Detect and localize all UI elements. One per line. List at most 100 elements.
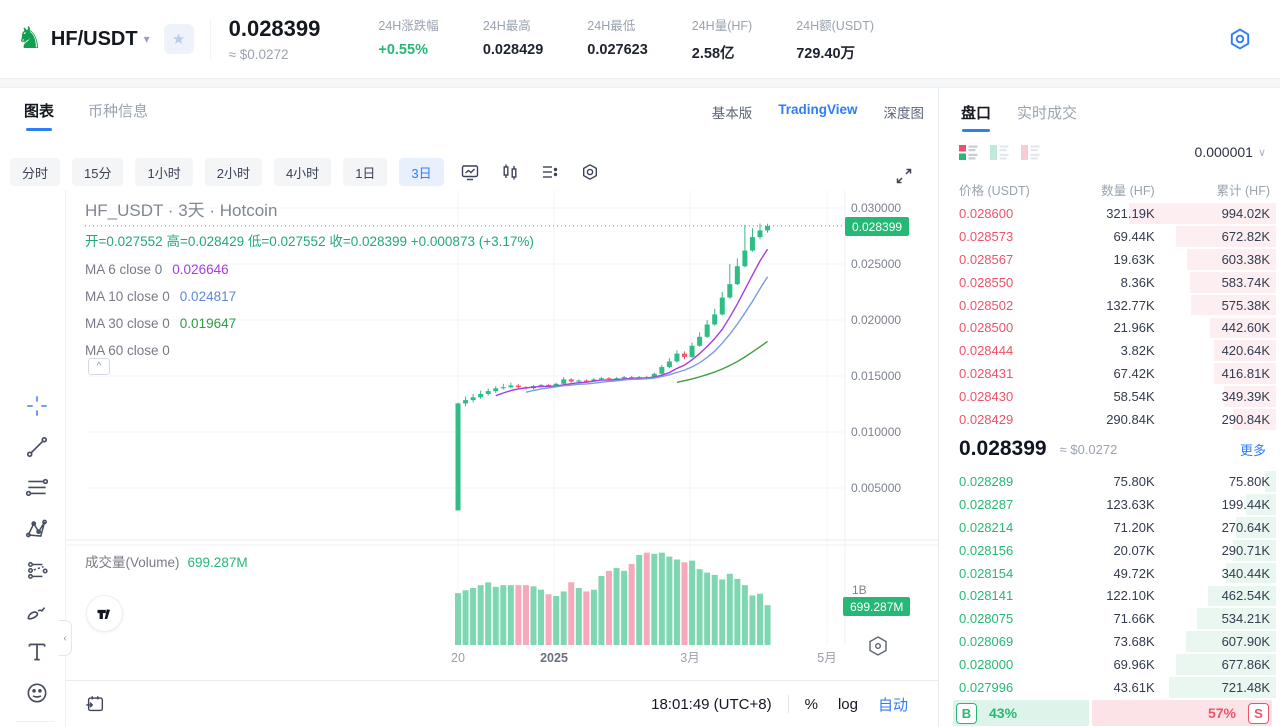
bid-row[interactable]: 0.028154 49.72K 340.44K (959, 562, 1276, 585)
more-link[interactable]: 更多 (1239, 442, 1266, 458)
text-tool-icon[interactable] (20, 635, 54, 669)
bid-row[interactable]: 0.028141 122.10K 462.54K (959, 585, 1276, 608)
bid-row[interactable]: 0.028000 69.96K 677.86K (959, 653, 1276, 676)
pair-name[interactable]: HF/USDT (50, 27, 138, 50)
timeframe-15分[interactable]: 15分 (72, 158, 124, 186)
price: 0.028289 (959, 473, 1014, 489)
view-tab-深度图[interactable]: 深度图 (883, 106, 925, 121)
bid-row[interactable]: 0.027996 43.61K 721.48K (959, 676, 1276, 699)
ask-row[interactable]: 0.028431 67.42K 416.81K (959, 362, 1276, 385)
chart-status-bar: 18:01:49 (UTC+8) % log 自动 (66, 680, 938, 727)
toolbar-divider (16, 721, 54, 722)
price-chart[interactable]: 20 2025 3月 5月 (66, 190, 938, 668)
fib-retracement-icon[interactable] (20, 471, 54, 505)
mid-price[interactable]: 0.028399 (959, 437, 1047, 460)
precision-caret-icon: ∨ (1257, 146, 1266, 159)
candlestick-style-icon[interactable] (496, 158, 524, 186)
timeframe-3日[interactable]: 3日 (399, 158, 444, 186)
bid-row[interactable]: 0.028289 75.80K 75.80K (959, 470, 1276, 493)
buy-ratio[interactable]: B 43% (953, 700, 1090, 726)
ma-label: MA 6 close 0 (85, 262, 163, 277)
pair-chevron-down-icon[interactable]: ▾ (143, 32, 150, 46)
quantity: 19.63K (1113, 251, 1155, 267)
timeframe-1日[interactable]: 1日 (343, 158, 388, 186)
xabcd-pattern-icon[interactable] (20, 512, 54, 546)
chart-settings-gear-icon[interactable] (576, 158, 604, 186)
bid-row[interactable]: 0.028069 73.68K 607.90K (959, 630, 1276, 653)
crosshair-icon[interactable] (20, 389, 54, 423)
stat-24H涨跌幅: 24H涨跌幅 +0.55% (378, 15, 438, 63)
book-view-bids-icon[interactable] (990, 144, 1009, 160)
depth-bar (1176, 225, 1276, 247)
indicators-icon[interactable] (536, 158, 564, 186)
cumulative: 416.81K (1221, 366, 1271, 382)
price: 0.028502 (959, 297, 1014, 313)
price: 0.028573 (959, 228, 1014, 244)
tab-币种信息[interactable]: 币种信息 (88, 103, 149, 120)
view-tab-基本版[interactable]: 基本版 (711, 106, 753, 121)
quantity: 58.54K (1113, 389, 1155, 405)
price: 0.027996 (959, 680, 1014, 696)
tradingview-logo[interactable] (86, 595, 123, 632)
timeframe-分时[interactable]: 分时 (10, 158, 61, 186)
log-scale-toggle[interactable]: log (837, 695, 858, 713)
book-view-both-icon[interactable] (959, 144, 978, 160)
bid-row[interactable]: 0.028214 71.20K 270.64K (959, 516, 1276, 539)
price-tick: 0.015000 (851, 369, 902, 383)
sell-badge: S (1248, 702, 1269, 724)
view-tab-TradingView[interactable]: TradingView (778, 102, 858, 117)
svg-text:5月: 5月 (817, 651, 836, 665)
go-to-date-icon[interactable] (84, 693, 106, 715)
depth-bar (1210, 317, 1276, 339)
cumulative: 672.82K (1221, 228, 1271, 244)
clock[interactable]: 18:01:49 (UTC+8) (651, 695, 772, 713)
favorite-button[interactable]: ★ (163, 24, 194, 54)
bid-row[interactable]: 0.028156 20.07K 290.71K (959, 539, 1276, 562)
ask-row[interactable]: 0.028567 19.63K 603.38K (959, 248, 1276, 271)
orderbook-tabs: 盘口 实时成交 (961, 102, 1077, 132)
ask-row[interactable]: 0.028573 69.44K 672.82K (959, 225, 1276, 248)
depth-bar (1128, 203, 1276, 224)
auto-scale-toggle[interactable]: 自动 (877, 696, 908, 714)
ask-row[interactable]: 0.028444 3.82K 420.64K (959, 339, 1276, 362)
chart-preview-icon[interactable] (456, 158, 484, 186)
brush-icon[interactable] (20, 595, 54, 629)
timeframe-1小时[interactable]: 1小时 (135, 158, 193, 186)
settings-gear-icon[interactable] (1228, 27, 1252, 51)
bid-row[interactable]: 0.028075 71.66K 534.21K (959, 607, 1276, 630)
collapse-toolbar-handle[interactable]: ‹ (59, 620, 72, 656)
tab-图表[interactable]: 图表 (24, 100, 54, 131)
ask-row[interactable]: 0.028430 58.54K 349.39K (959, 385, 1276, 408)
ma-label: MA 30 close 0 (85, 316, 170, 331)
fullscreen-icon[interactable] (890, 162, 918, 190)
sell-ratio[interactable]: 57% S (1092, 700, 1272, 726)
trend-line-icon[interactable] (20, 430, 54, 464)
precision-select[interactable]: 0.000001 ∨ (1195, 144, 1266, 160)
cumulative: 340.44K (1221, 565, 1271, 581)
ask-row[interactable]: 0.028429 290.84K 290.84K (959, 408, 1276, 431)
percent-scale-toggle[interactable]: % (804, 695, 818, 713)
quantity: 8.36K (1120, 274, 1155, 290)
chart-view-tabs: 基本版 TradingView 深度图 (712, 102, 924, 122)
ask-row[interactable]: 0.028550 8.36K 583.74K (959, 271, 1276, 294)
timeframe-2小时[interactable]: 2小时 (204, 158, 262, 186)
emoji-icon[interactable] (20, 676, 54, 710)
quantity: 75.80K (1113, 473, 1155, 489)
bid-row[interactable]: 0.028287 123.63K 199.44K (959, 493, 1276, 516)
ob-tab-实时成交[interactable]: 实时成交 (1017, 105, 1078, 122)
ob-tab-盘口[interactable]: 盘口 (961, 102, 991, 132)
forecast-icon[interactable] (20, 554, 54, 588)
ask-row[interactable]: 0.028600 321.19K 994.02K (959, 202, 1276, 225)
ask-row[interactable]: 0.028502 132.77K 575.38K (959, 294, 1276, 317)
ma-row: MA 10 close 0 0.024817 (85, 289, 534, 304)
stat-24H额(USDT): 24H额(USDT) 729.40万 (796, 15, 874, 63)
price: 0.028550 (959, 274, 1014, 290)
drawing-toolbar (0, 190, 66, 727)
book-view-asks-icon[interactable] (1021, 144, 1040, 160)
orderbook-panel: 盘口 实时成交 0.000001 ∨ 价格 (USDT) 数量 (HF) 累计 (HF… (938, 88, 1280, 727)
timeframe-4小时[interactable]: 4小时 (273, 158, 332, 186)
price: 0.028156 (959, 542, 1014, 558)
ask-row[interactable]: 0.028500 21.96K 442.60K (959, 317, 1276, 340)
cumulative: 199.44K (1221, 496, 1271, 512)
legend-collapse-button[interactable]: ^ (88, 358, 110, 375)
